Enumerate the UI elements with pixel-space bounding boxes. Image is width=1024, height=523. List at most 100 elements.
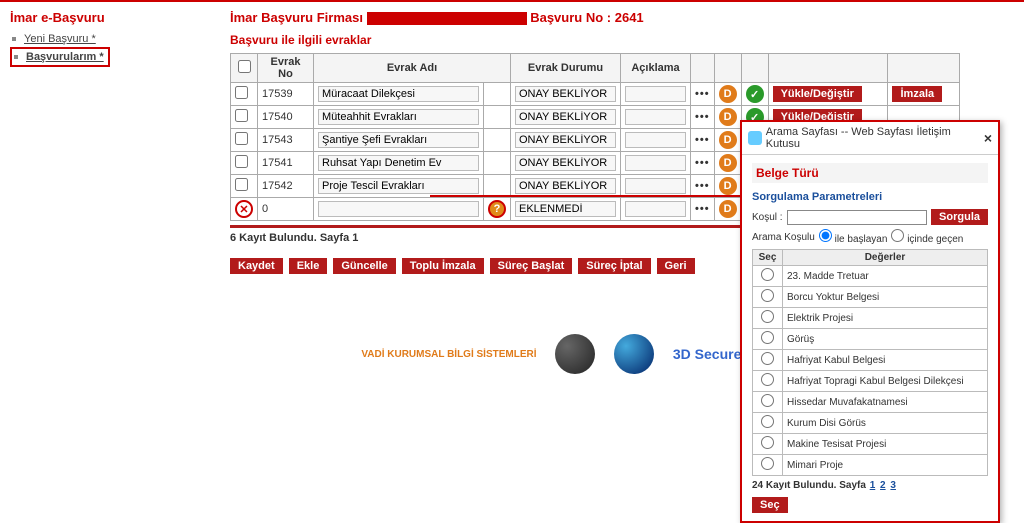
value-radio[interactable] [761,331,774,344]
value-label: Kurum Disi Görüs [783,413,988,434]
delete-icon[interactable]: ✕ [235,200,253,218]
close-icon[interactable]: × [984,130,992,146]
col-evrakno: Evrak No [258,54,314,83]
radio-ile[interactable] [819,229,832,242]
cell-durum [515,178,616,194]
detail-icon[interactable]: D [719,108,737,126]
col-sec: Seç [753,250,783,266]
more-icon[interactable]: ••• [695,111,710,123]
sidebar: İmar e-Başvuru Yeni Başvuru * Başvurular… [0,2,220,382]
cell-evrakadi[interactable] [318,155,479,171]
more-icon[interactable]: ••• [695,180,710,192]
value-row[interactable]: Makine Tesisat Projesi [753,434,988,455]
cell-durum [515,201,616,217]
value-row[interactable]: Elektrik Projesi [753,308,988,329]
cell-evrakno: 17540 [258,106,314,129]
detail-icon[interactable]: D [719,200,737,218]
value-row[interactable]: Görüş [753,329,988,350]
partner-logo-1 [555,334,595,374]
upload-button[interactable]: Yükle/Değiştir [773,86,862,102]
no-label: Başvuru No : [530,10,611,25]
value-row[interactable]: Mimari Proje [753,455,988,476]
query-button[interactable]: Sorgula [931,209,988,225]
row-check[interactable] [235,132,248,145]
opt-ile[interactable]: ile başlayan [819,229,888,245]
row-check[interactable] [235,155,248,168]
value-radio[interactable] [761,268,774,281]
more-icon[interactable]: ••• [695,134,710,146]
col-aciklama: Açıklama [621,54,691,83]
cell-evrakadi[interactable] [318,86,479,102]
col-evrakadi: Evrak Adı [314,54,511,83]
lookup-icon[interactable]: ? [488,200,506,218]
cell-aciklama[interactable] [625,178,686,194]
add-button[interactable]: Ekle [289,258,328,274]
value-row[interactable]: Hafriyat Kabul Belgesi [753,350,988,371]
cell-aciklama[interactable] [625,109,686,125]
value-label: Makine Tesisat Projesi [783,434,988,455]
cell-evrakadi[interactable] [318,201,479,217]
sidebar-title: İmar e-Başvuru [10,10,210,25]
sidebar-item-my-apps[interactable]: Başvurularım * [10,47,110,67]
back-button[interactable]: Geri [657,258,695,274]
save-button[interactable]: Kaydet [230,258,283,274]
sidebar-item-new[interactable]: Yeni Başvuru * [10,31,210,47]
more-icon[interactable]: ••• [695,203,710,215]
kosul-input[interactable] [787,210,927,225]
value-radio[interactable] [761,289,774,302]
value-radio[interactable] [761,457,774,470]
value-radio[interactable] [761,352,774,365]
page-3[interactable]: 3 [890,480,896,491]
page-1[interactable]: 1 [870,480,876,491]
row-check[interactable] [235,178,248,191]
cell-aciklama[interactable] [625,201,686,217]
cell-durum [515,109,616,125]
value-row[interactable]: Hafriyat Topragi Kabul Belgesi Dilekçesi [753,371,988,392]
opt-icinde[interactable]: içinde geçen [891,229,963,245]
value-radio[interactable] [761,373,774,386]
dialog-title: Arama Sayfası -- Web Sayfası İletişim Ku… [766,126,984,150]
table-row[interactable]: 17539 ••• D ✓ Yükle/Değiştir İmzala [231,83,960,106]
value-radio[interactable] [761,310,774,323]
value-row[interactable]: Kurum Disi Görüs [753,413,988,434]
detail-icon[interactable]: D [719,154,737,172]
value-row[interactable]: Borcu Yoktur Belgesi [753,287,988,308]
value-label: Elektrik Projesi [783,308,988,329]
value-radio[interactable] [761,415,774,428]
process-start-button[interactable]: Süreç Başlat [490,258,573,274]
cell-durum [515,155,616,171]
cell-evrakadi[interactable] [318,109,479,125]
params-heading: Sorgulama Parametreleri [752,191,988,203]
row-check[interactable] [235,109,248,122]
sidebar-link-my-apps[interactable]: Başvurularım * [26,51,104,63]
detail-icon[interactable]: D [719,131,737,149]
cell-evrakno: 17541 [258,152,314,175]
row-check[interactable] [235,86,248,99]
value-row[interactable]: 23. Madde Tretuar [753,266,988,287]
value-radio[interactable] [761,436,774,449]
page-2[interactable]: 2 [880,480,886,491]
value-row[interactable]: Hissedar Muvafakatnamesi [753,392,988,413]
sidebar-link-new[interactable]: Yeni Başvuru * [24,33,96,45]
cell-aciklama[interactable] [625,132,686,148]
more-icon[interactable]: ••• [695,157,710,169]
cell-evrakadi[interactable] [318,132,479,148]
sign-button[interactable]: İmzala [892,86,942,102]
detail-icon[interactable]: D [719,85,737,103]
arama-label: Arama Koşulu [752,232,815,243]
bulk-sign-button[interactable]: Toplu İmzala [402,258,484,274]
check-all[interactable] [238,60,251,73]
detail-icon[interactable]: D [719,177,737,195]
radio-icinde[interactable] [891,229,904,242]
cell-aciklama[interactable] [625,86,686,102]
select-button[interactable]: Seç [752,497,788,513]
cell-aciklama[interactable] [625,155,686,171]
ok-icon[interactable]: ✓ [746,85,764,103]
cell-evrakadi[interactable] [318,178,479,194]
process-cancel-button[interactable]: Süreç İptal [578,258,650,274]
cell-durum [515,132,616,148]
update-button[interactable]: Güncelle [333,258,395,274]
cell-evrakno: 17539 [258,83,314,106]
value-radio[interactable] [761,394,774,407]
more-icon[interactable]: ••• [695,88,710,100]
